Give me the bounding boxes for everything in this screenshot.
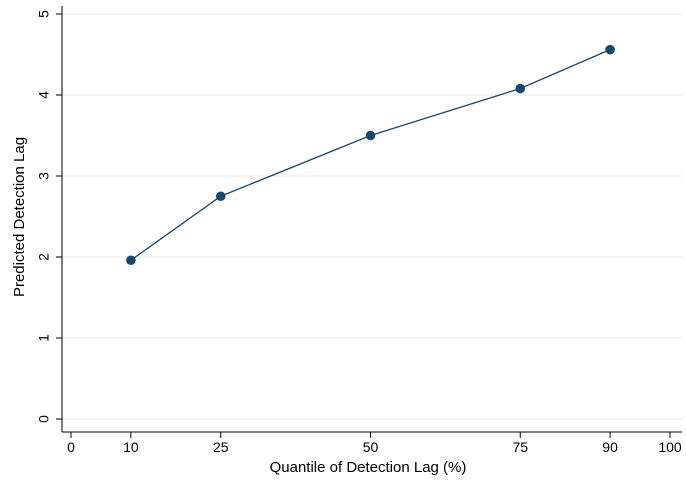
- x-tick-label: 100: [658, 439, 682, 455]
- x-ticks: 0 10 25 50 75 90 100: [67, 432, 682, 455]
- x-tick-label: 75: [512, 439, 528, 455]
- y-tick-label: 4: [36, 91, 52, 99]
- x-tick-label: 0: [67, 439, 75, 455]
- x-tick-label: 50: [363, 439, 379, 455]
- y-tick-label: 0: [36, 415, 52, 423]
- series-line: [130, 49, 611, 261]
- x-axis-label: Quantile of Detection Lag (%): [270, 459, 467, 476]
- gridlines: [62, 13, 682, 420]
- data-point: [126, 255, 136, 266]
- series-group: [126, 44, 615, 266]
- data-point: [365, 130, 376, 141]
- y-tick-label: 1: [36, 334, 52, 342]
- y-axis-label: Predicted Detection Lag: [11, 137, 28, 297]
- data-point: [605, 44, 615, 55]
- x-tick-label: 10: [123, 439, 139, 455]
- x-tick-label: 25: [213, 439, 229, 455]
- y-tick-label: 2: [36, 253, 52, 261]
- y-tick-label: 3: [36, 172, 52, 180]
- x-tick-label: 90: [602, 439, 618, 455]
- data-point: [515, 83, 526, 94]
- y-ticks: 0 1 2 3 4 5: [36, 10, 62, 423]
- y-tick-label: 5: [36, 10, 52, 18]
- data-point: [215, 191, 226, 202]
